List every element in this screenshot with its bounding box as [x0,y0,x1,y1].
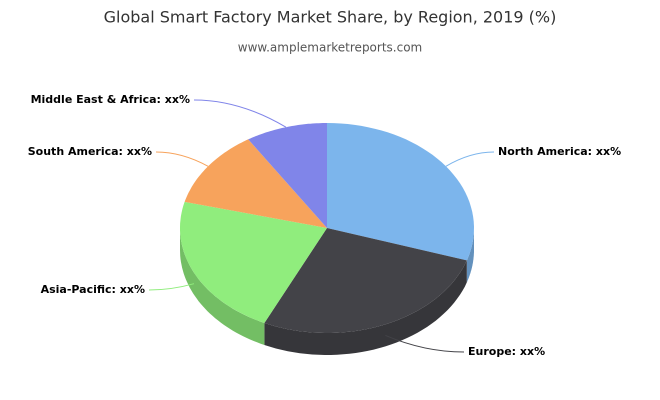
slice-side [264,260,467,355]
slice [264,228,467,333]
connector [193,99,287,128]
data-label: Europe: xx% [468,345,545,358]
chart-title: Global Smart Factory Market Share, by Re… [104,8,557,27]
data-label: North America: xx% [498,145,621,158]
slice [327,123,474,261]
slice [180,201,327,323]
connector [445,151,495,167]
data-label: Asia-Pacific: xx% [41,283,145,296]
connector [148,283,195,291]
chart-subtitle: www.amplemarketreports.com [238,41,422,55]
slice [248,123,327,228]
data-label: Middle East & Africa: xx% [31,93,190,106]
slice-side [180,228,265,345]
slice-side [466,228,474,283]
data-label: South America: xx% [28,145,152,158]
connector [155,151,209,167]
connector [385,334,465,353]
slice [184,139,327,228]
